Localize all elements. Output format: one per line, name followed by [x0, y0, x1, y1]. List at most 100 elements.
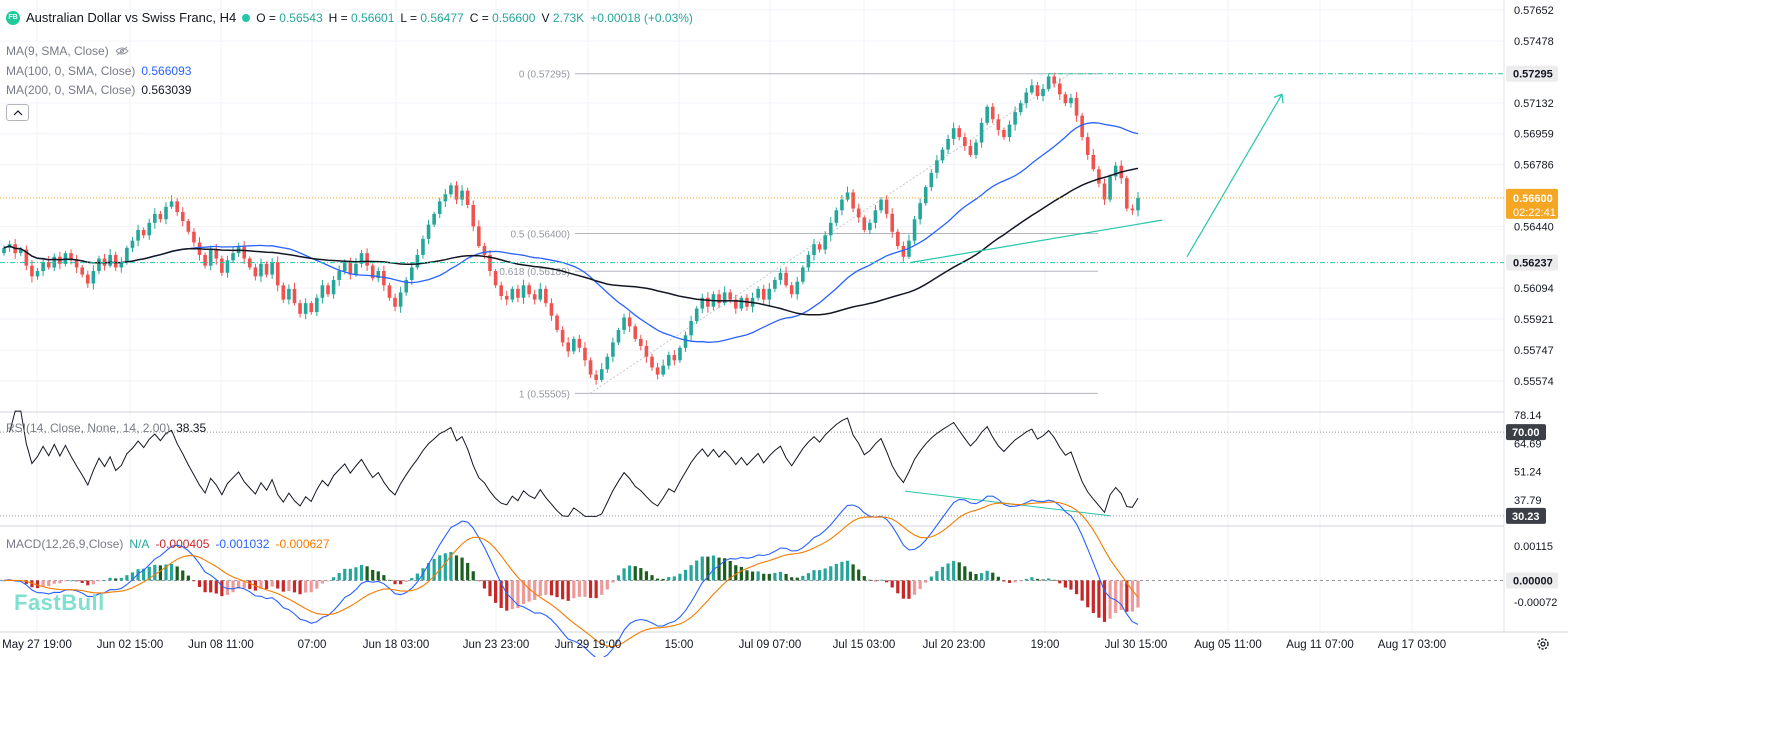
- candle-body: [30, 265, 34, 277]
- candle-body: [650, 356, 654, 368]
- macd-zero-tag: [1506, 572, 1558, 589]
- macd-histogram-bar: [63, 580, 68, 582]
- macd-histogram-bar: [1041, 579, 1045, 581]
- gear-icon[interactable]: [1535, 636, 1551, 652]
- macd-histogram-bar: [583, 580, 587, 597]
- macd-histogram-bar: [689, 565, 693, 581]
- macd-histogram-bar: [918, 580, 922, 590]
- candle-body: [493, 271, 498, 286]
- candle-body: [359, 253, 364, 264]
- macd-histogram-bar: [281, 580, 285, 592]
- rsi-legend[interactable]: RSI(14, Close, None, 14, 2.00) 38.35: [6, 421, 206, 435]
- macd-histogram-bar: [527, 580, 531, 602]
- macd-histogram-bar: [650, 575, 654, 581]
- ma200-legend[interactable]: MA(200, 0, SMA, Close) 0.563039: [6, 83, 191, 97]
- ma9-legend[interactable]: MA(9, SMA, Close): [6, 44, 129, 58]
- candle-body: [946, 138, 950, 150]
- candle-body: [35, 271, 40, 277]
- macd-tick: 0.00115: [1514, 541, 1553, 553]
- macd-histogram-bar: [957, 562, 961, 581]
- candle-body: [706, 297, 710, 307]
- candle-body: [2, 247, 6, 254]
- macd-histogram-bar: [2, 580, 6, 582]
- macd-line: [3, 495, 1139, 657]
- macd-signal-value: -0.000627: [275, 537, 330, 551]
- macd-histogram-bar: [1019, 580, 1023, 582]
- candle-body: [521, 285, 526, 298]
- ma100-legend[interactable]: MA(100, 0, SMA, Close) 0.566093: [6, 64, 191, 78]
- macd-histogram-bar: [69, 580, 73, 582]
- candle-body: [1102, 183, 1107, 200]
- fib-level-label: 0.618 (0.56189): [499, 267, 570, 278]
- symbol-title[interactable]: Australian Dollar vs Swiss Franc, H4: [26, 10, 237, 25]
- candle-body: [957, 128, 962, 138]
- macd-histogram-bar: [75, 580, 79, 582]
- macd-histogram-bar: [298, 580, 302, 595]
- macd-histogram-bar: [817, 570, 822, 581]
- chart-canvas[interactable]: 0 (0.57295) 0.5 (0.56400) 0.618 (0.56189) 1…: [0, 0, 1568, 657]
- price-tick: 0.57478: [1514, 36, 1554, 48]
- candle-body: [465, 190, 470, 205]
- candle-body: [1069, 97, 1073, 104]
- candle-body: [767, 288, 772, 300]
- ohlc-low: L = 0.56477: [400, 10, 464, 25]
- rsi-tick: 78.14: [1514, 410, 1542, 422]
- candle-body: [153, 213, 157, 223]
- candle-body: [231, 253, 235, 261]
- fibonacci-retracement[interactable]: 0 (0.57295) 0.5 (0.56400) 0.618 (0.56189) 1…: [499, 70, 1098, 401]
- candle-body: [761, 288, 766, 300]
- candle-body: [292, 288, 297, 304]
- candle-body: [85, 274, 90, 284]
- price-tick: 0.56440: [1514, 221, 1554, 233]
- candle-body: [806, 254, 811, 268]
- candle-body: [41, 262, 45, 272]
- time-tick: Aug 11 07:00: [1286, 639, 1354, 651]
- macd-histogram-bar: [834, 563, 838, 581]
- macd-histogram-bar: [449, 552, 453, 581]
- macd-histogram-bar: [52, 580, 56, 584]
- candle-body: [125, 247, 129, 263]
- candle-body: [326, 285, 330, 295]
- candle-body: [376, 271, 381, 279]
- candle-body: [46, 262, 51, 268]
- grid: [0, 0, 1504, 632]
- macd-histogram-bar: [276, 580, 280, 589]
- macd-histogram-bar: [343, 568, 347, 581]
- candlestick-series: [2, 72, 1140, 385]
- macd-histogram-bar: [1024, 578, 1028, 581]
- macd-histogram-bar: [125, 575, 129, 581]
- rsi-level-tag: [1506, 507, 1546, 524]
- macd-legend[interactable]: MACD(12,26,9,Close) N/A -0.000405 -0.001…: [6, 537, 330, 551]
- rsi-tick: 51.24: [1514, 467, 1542, 479]
- candle-body: [409, 267, 414, 280]
- rsi-level-tag: [1506, 424, 1546, 441]
- price-change: +0.00018 (+0.03%): [590, 10, 693, 25]
- candle-body: [532, 294, 537, 300]
- candle-body: [387, 285, 392, 298]
- macd-histogram-bar: [1030, 577, 1034, 581]
- candle-body: [611, 342, 615, 357]
- candle-body: [555, 315, 559, 330]
- macd-histogram-bar: [471, 571, 475, 581]
- macd-histogram-bar: [482, 580, 487, 589]
- candle-body: [225, 260, 230, 273]
- candle-body: [1136, 197, 1140, 211]
- candle-body: [382, 271, 386, 286]
- fastbull-watermark: FastBull: [14, 590, 105, 615]
- candle-body: [97, 258, 101, 272]
- macd-histogram-bar: [410, 578, 414, 581]
- candle-body: [1007, 124, 1012, 138]
- rsi-tick: 37.79: [1514, 495, 1542, 507]
- ohlc-high: H = 0.56601: [328, 10, 395, 25]
- macd-histogram-bar: [359, 564, 364, 581]
- macd-histogram-bar: [706, 556, 710, 581]
- collapse-legend-button[interactable]: [6, 104, 29, 121]
- trend-drawings[interactable]: [0, 73, 1504, 264]
- macd-histogram-bar: [197, 580, 202, 587]
- eye-off-icon[interactable]: [114, 46, 129, 56]
- candle-body: [331, 279, 336, 295]
- candle-body: [443, 194, 448, 202]
- macd-histogram-bar: [868, 579, 872, 581]
- candle-body: [1091, 154, 1096, 170]
- fib-high-tag-bg: [1506, 65, 1558, 82]
